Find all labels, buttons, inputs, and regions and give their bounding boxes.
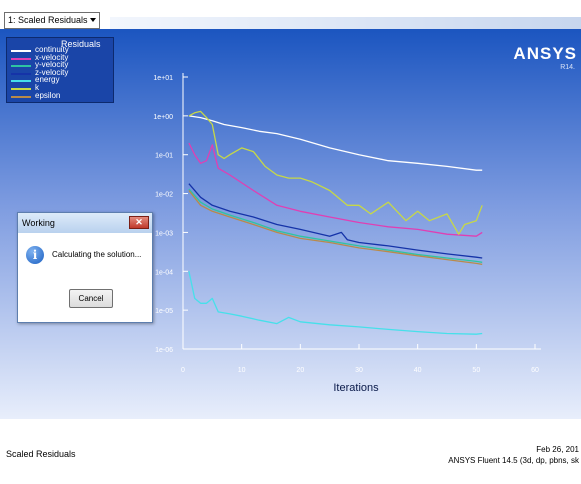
x-tick-label: 0 <box>181 367 185 374</box>
series-line-x-velocity <box>188 142 483 237</box>
series-line-k <box>188 110 483 235</box>
title-bar-strip <box>110 17 581 29</box>
view-selector-dropdown[interactable]: 1: Scaled Residuals <box>4 12 100 29</box>
series-line-epsilon <box>188 190 483 266</box>
footer: Scaled Residuals Feb 26, 201 ANSYS Fluen… <box>0 419 581 484</box>
y-tick-label: 1e-04 <box>155 269 173 276</box>
legend-swatch <box>11 72 31 75</box>
working-dialog: Working ✕ i Calculating the solution... … <box>17 212 153 323</box>
legend-label: k <box>35 83 39 92</box>
y-tick-label: 1e+00 <box>153 114 173 121</box>
cancel-button[interactable]: Cancel <box>69 289 113 308</box>
legend: Residuals continuity x-velocity y-velocity… <box>6 37 114 103</box>
y-tick-label: 1e-01 <box>155 153 173 160</box>
legend-title: Residuals <box>61 39 101 49</box>
y-tick-label: 1e-02 <box>155 192 173 199</box>
series-line-energy <box>188 271 483 335</box>
series-line-z-velocity <box>188 183 483 259</box>
dialog-title: Working <box>18 213 152 233</box>
series-line-continuity <box>188 115 483 171</box>
x-tick-label: 10 <box>238 367 246 374</box>
x-tick-label: 30 <box>355 367 363 374</box>
legend-swatch <box>11 80 31 83</box>
legend-label: x-velocity <box>35 52 69 62</box>
legend-label: epsilon <box>35 90 61 100</box>
legend-swatch <box>11 95 31 98</box>
release-label: R14. <box>560 64 575 71</box>
y-tick-label: 1e-05 <box>155 308 173 315</box>
footer-plot-title: Scaled Residuals <box>6 449 76 459</box>
view-selector-value: 1: Scaled Residuals <box>8 15 88 25</box>
legend-label: z-velocity <box>35 67 69 77</box>
footer-version: ANSYS Fluent 14.5 (3d, dp, pbns, sk <box>448 456 579 465</box>
legend-swatch <box>11 65 31 68</box>
info-icon: i <box>26 246 44 264</box>
footer-date: Feb 26, 201 <box>536 445 579 454</box>
dialog-message: Calculating the solution... <box>52 250 142 259</box>
legend-swatch <box>11 57 31 60</box>
legend-swatch <box>11 50 31 52</box>
x-axis-label: Iterations <box>333 382 379 394</box>
series-line-y-velocity <box>188 188 483 263</box>
chevron-down-icon[interactable] <box>90 18 96 22</box>
legend-label: energy <box>35 75 60 85</box>
y-tick-label: 1e+01 <box>153 75 173 82</box>
legend-label: continuity <box>35 45 69 54</box>
y-tick-label: 1e-03 <box>155 230 173 237</box>
ansys-logo: ANSYS <box>513 44 577 63</box>
legend-swatch <box>11 88 31 90</box>
legend-label: y-velocity <box>35 60 69 70</box>
x-tick-label: 50 <box>472 367 480 374</box>
x-tick-label: 60 <box>531 367 539 374</box>
y-tick-label: 1e-06 <box>155 347 173 354</box>
close-icon[interactable]: ✕ <box>129 216 149 229</box>
x-tick-label: 40 <box>414 367 422 374</box>
x-tick-label: 20 <box>296 367 304 374</box>
dialog-body: i Calculating the solution... Cancel <box>18 233 152 322</box>
